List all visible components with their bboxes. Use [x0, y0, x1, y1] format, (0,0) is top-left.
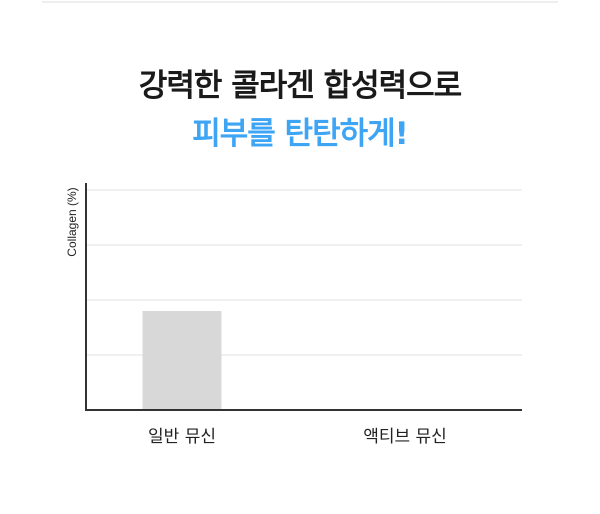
headline: 강력한 콜라겐 합성력으로	[138, 68, 462, 104]
x-tick-label: 액티브 뮤신	[363, 427, 447, 447]
bar-1	[142, 311, 222, 410]
headline-accent: 피부를 탄탄하게!	[192, 116, 409, 152]
y-axis-label: Collagen (%)	[65, 187, 79, 256]
x-tick-label: 일반 뮤신	[148, 427, 216, 447]
top-divider	[42, 1, 558, 3]
